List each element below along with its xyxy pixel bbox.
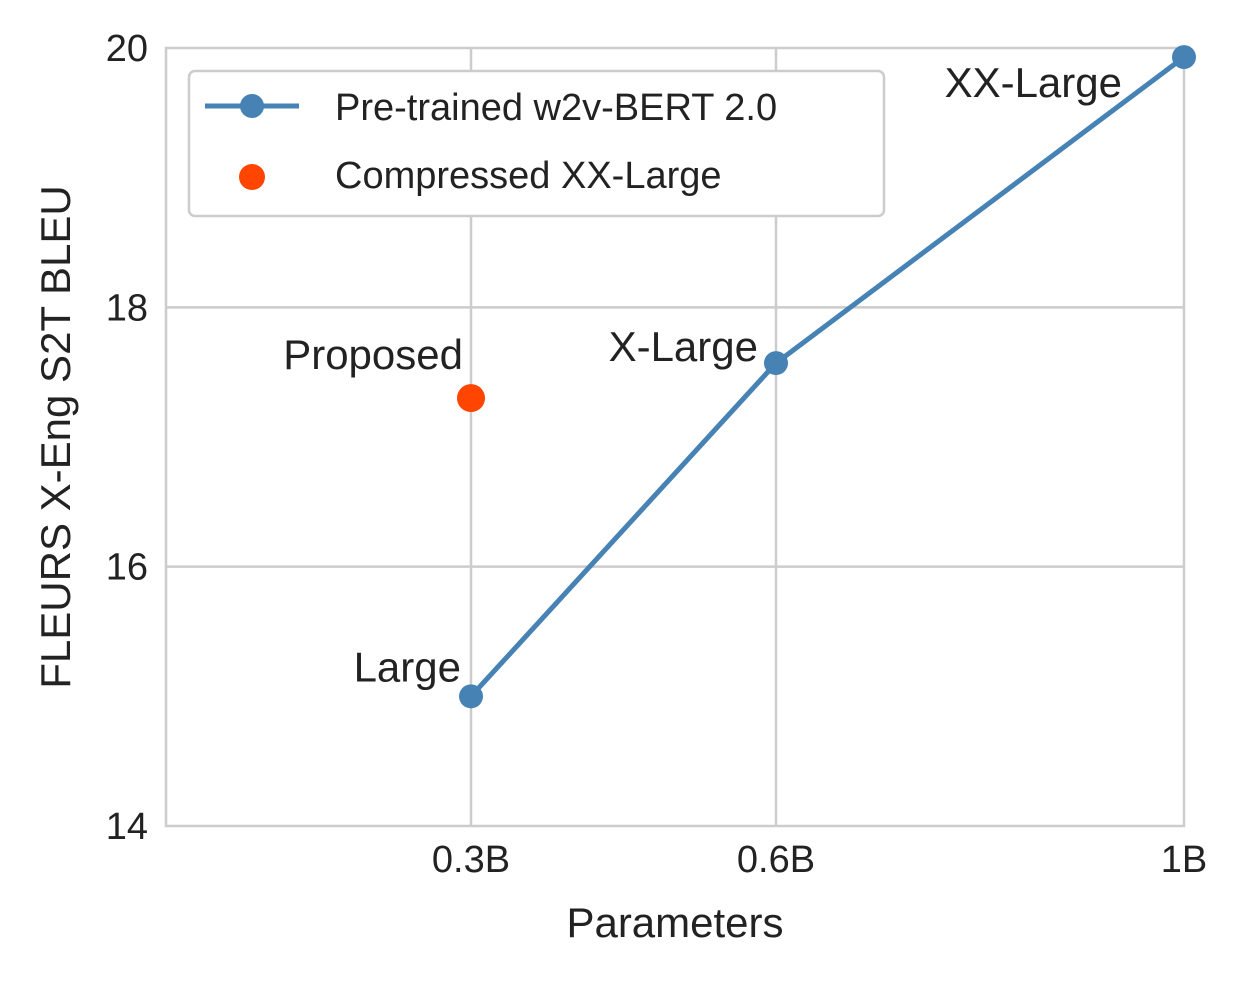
legend-box [187, 69, 886, 218]
y-tick-labels: 14 16 18 20 [106, 28, 148, 848]
pretrained-point [459, 684, 483, 709]
y-tick-label: 16 [106, 547, 148, 589]
plot-frame [164, 46, 1186, 828]
x-axis-title: Parameters [566, 899, 783, 946]
pretrained-point [764, 351, 788, 376]
point-label-proposed: Proposed [283, 331, 463, 378]
x-tick-label: 0.3B [432, 839, 510, 881]
legend-line-marker [240, 94, 264, 118]
x-tick-label: 1B [1161, 839, 1207, 881]
y-tick-label: 20 [106, 28, 148, 70]
point-label-xx-large: XX-Large [945, 59, 1122, 106]
legend-label-compressed: Compressed XX-Large [335, 155, 722, 197]
point-label-large: Large [354, 643, 461, 690]
point-annotations: Large X-Large XX-Large Proposed [283, 59, 1122, 690]
legend-scatter-marker [239, 164, 265, 190]
legend: Pre-trained w2v-BERT 2.0 Compressed XX-L… [187, 69, 886, 218]
series-layer [457, 45, 1196, 709]
pretrained-point [1172, 45, 1196, 70]
x-tick-label: 0.6B [737, 839, 815, 881]
compressed-point [457, 384, 485, 413]
legend-label-pretrained: Pre-trained w2v-BERT 2.0 [335, 87, 777, 129]
point-label-x-large: X-Large [609, 323, 758, 370]
y-tick-label: 18 [106, 287, 148, 329]
x-tick-labels: 0.3B 0.6B 1B [432, 839, 1207, 881]
y-axis-title: FLEURS X-Eng S2T BLEU [32, 185, 79, 688]
y-tick-label: 14 [106, 806, 148, 848]
